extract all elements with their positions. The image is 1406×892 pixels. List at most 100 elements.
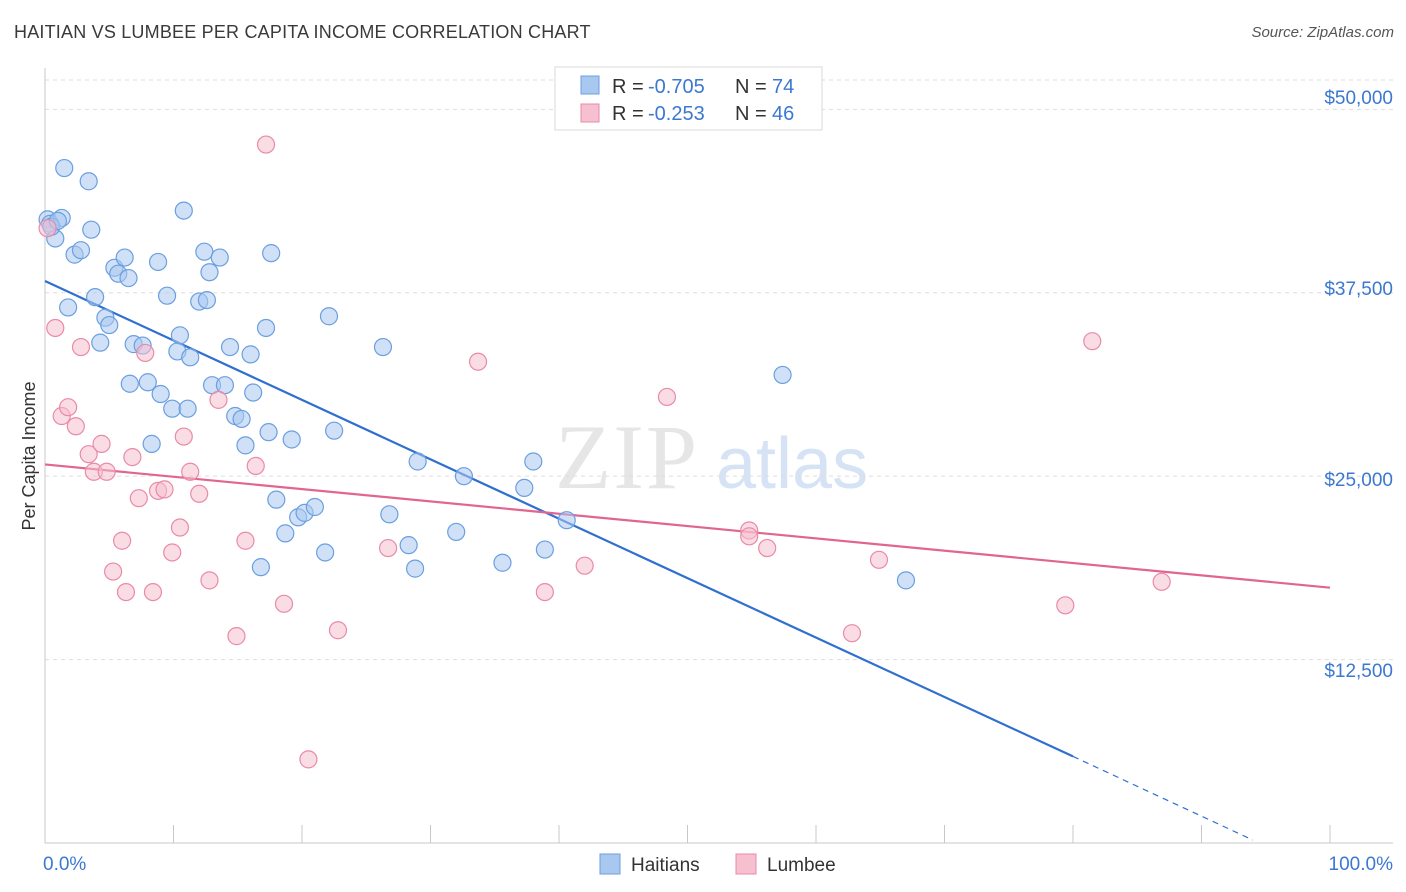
point-lumbee-23 [190,484,209,503]
point-haitians-68 [557,511,576,530]
point-haitians-49 [276,524,295,543]
point-haitians-54 [316,543,335,562]
y-tick-label-12500: $12,500 [1324,661,1393,682]
point-haitians-9 [86,288,105,307]
point-lumbee-10 [104,562,123,581]
point-haitians-43 [244,383,263,402]
point-haitians-63 [454,467,474,486]
point-haitians-33 [197,290,217,310]
legend-n-label-1: N = [735,76,767,98]
y-tick-label-50000: $50,000 [1324,88,1393,109]
point-lumbee-44 [1083,332,1102,351]
point-lumbee-30 [274,594,294,613]
point-lumbee-19 [163,543,182,562]
legend-r-value-1: -0.705 [648,76,705,98]
point-lumbee-15 [136,343,155,363]
point-lumbee-34 [468,352,488,371]
point-lumbee-0 [38,219,57,238]
point-haitians-60 [408,452,427,471]
point-haitians-64 [493,553,512,572]
point-lumbee-28 [246,456,265,476]
point-lumbee-42 [869,550,889,569]
point-lumbee-43 [1056,596,1075,615]
point-haitians-24 [157,286,177,305]
point-lumbee-25 [209,390,228,409]
trendline-lumbee [44,463,1331,589]
point-haitians-55 [319,307,339,326]
point-haitians-20 [138,373,157,392]
point-lumbee-39 [740,527,759,546]
point-lumbee-13 [123,447,142,467]
point-haitians-17 [120,374,139,393]
point-lumbee-20 [170,518,190,537]
point-haitians-28 [174,201,193,220]
point-haitians-40 [232,409,251,429]
bottom-legend: Haitians Lumbee [599,853,836,876]
point-haitians-30 [181,348,200,367]
point-haitians-23 [151,384,170,404]
legend-swatch-lumbee [580,103,600,123]
data-points [38,135,1171,769]
point-lumbee-14 [129,489,148,508]
trendlines [44,280,1331,841]
legend-swatch-haitians [580,75,600,95]
point-haitians-65 [515,478,534,498]
point-haitians-29 [178,399,197,418]
y-tick-label-25000: $25,000 [1324,470,1393,491]
point-lumbee-29 [256,135,276,154]
point-haitians-41 [236,436,255,455]
point-lumbee-5 [71,337,91,357]
point-haitians-61 [405,559,425,578]
legend-r-value-2: -0.253 [648,103,705,125]
point-lumbee-11 [112,531,132,550]
point-lumbee-41 [842,624,862,643]
point-lumbee-18 [155,480,174,499]
point-haitians-45 [256,318,276,338]
point-lumbee-45 [1152,572,1171,591]
bottom-legend-swatch-haitians [599,853,621,875]
point-lumbee-6 [79,445,98,464]
point-haitians-66 [524,452,543,471]
point-haitians-27 [170,326,190,345]
axes [44,68,1393,844]
point-lumbee-26 [227,627,246,646]
point-haitians-8 [82,220,101,239]
grid [45,79,1393,661]
watermark-atlas: atlas [716,424,868,504]
point-haitians-67 [535,540,554,559]
point-haitians-34 [200,263,219,282]
point-lumbee-3 [59,398,78,417]
top-legend: R = -0.705 N = 74 R = -0.253 N = 46 [554,66,823,131]
point-haitians-42 [241,345,260,364]
point-haitians-59 [399,536,418,555]
bottom-legend-haitians: Haitians [631,855,700,876]
y-axis-title: Per Capita Income [19,381,39,530]
point-haitians-22 [148,252,168,272]
point-haitians-15 [115,248,134,267]
point-lumbee-22 [181,462,200,481]
legend-n-label-2: N = [735,103,767,125]
point-haitians-38 [220,337,240,357]
point-haitians-56 [325,421,344,440]
x-tick-label-max: 100.0% [1329,854,1394,875]
bottom-legend-lumbee: Lumbee [767,855,836,876]
point-haitians-12 [100,315,119,335]
x-tick-label-min: 0.0% [43,854,86,875]
point-haitians-73 [59,298,78,317]
point-lumbee-37 [657,387,677,407]
point-haitians-46 [259,423,278,442]
point-lumbee-21 [174,427,193,446]
watermark-zip: ZIP [555,406,699,508]
point-haitians-21 [142,434,161,453]
legend-r-label-1: R = [612,76,644,98]
point-lumbee-31 [299,750,318,769]
point-haitians-47 [262,244,281,263]
point-haitians-44 [251,558,270,577]
point-lumbee-40 [758,538,777,558]
point-haitians-4 [55,158,74,178]
point-haitians-70 [896,571,916,590]
point-haitians-62 [447,522,466,542]
point-haitians-25 [163,399,182,418]
point-haitians-6 [71,241,91,260]
